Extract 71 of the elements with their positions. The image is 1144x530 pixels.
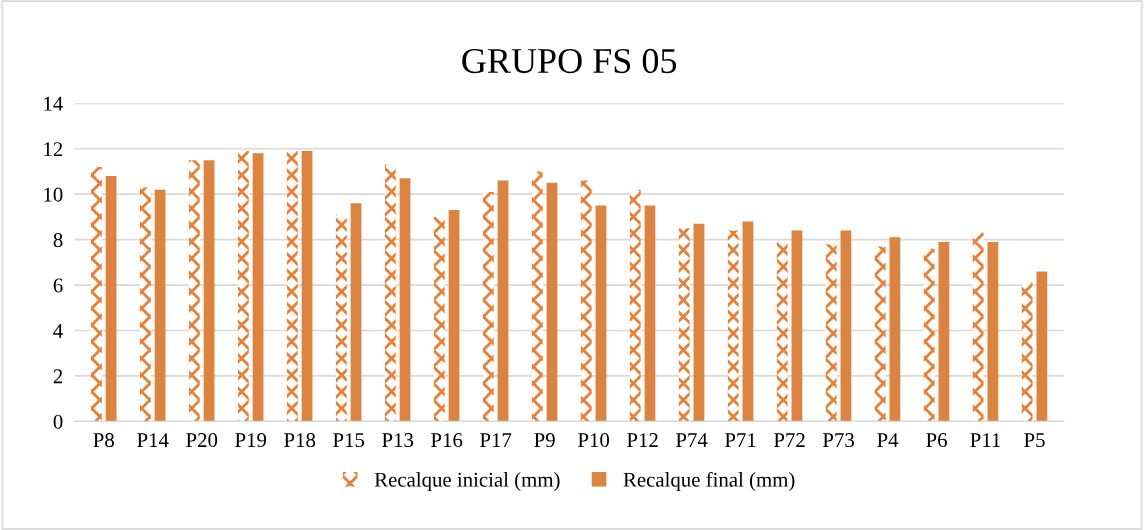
x-tick-label: P72 <box>773 433 805 447</box>
bar <box>923 248 935 422</box>
bar <box>482 191 494 422</box>
x-tick-label: P13 <box>382 433 414 448</box>
x-tick-label: P17 <box>480 433 512 447</box>
y-tick-label: 2 <box>53 369 63 384</box>
bar <box>252 153 264 422</box>
y-tick-label: 4 <box>53 324 63 338</box>
bar <box>335 214 347 422</box>
bar <box>874 246 886 422</box>
bar <box>742 221 754 422</box>
bar <box>203 160 215 422</box>
x-tick-label: P71 <box>724 433 756 447</box>
bar <box>776 241 788 422</box>
bar <box>350 203 362 422</box>
bar <box>825 244 837 422</box>
bar <box>595 205 607 422</box>
x-tick-label: P19 <box>235 433 267 448</box>
bar <box>433 216 445 422</box>
x-tick-label: P18 <box>284 433 316 448</box>
x-tick-label: P5 <box>1024 433 1045 448</box>
bar <box>384 164 396 422</box>
x-tick-label: P6 <box>926 433 947 448</box>
x-tick-label: P15 <box>333 433 365 448</box>
x-tick-label: P10 <box>578 433 610 448</box>
bar <box>497 180 509 422</box>
bar <box>644 205 656 422</box>
bar <box>140 187 151 422</box>
legend-label: Recalque final (mm) <box>623 471 795 491</box>
y-tick-label: 8 <box>53 233 63 248</box>
bar <box>154 189 166 422</box>
bar <box>237 151 249 422</box>
bar <box>629 189 641 422</box>
bar <box>972 232 984 422</box>
x-tick-label: P4 <box>877 433 899 447</box>
bar <box>678 228 690 422</box>
bar <box>840 230 852 422</box>
bar <box>301 151 313 422</box>
bar <box>693 223 705 422</box>
bar <box>889 237 901 422</box>
x-tick-label: P20 <box>186 433 218 448</box>
legend-label: Recalque inicial (mm) <box>374 472 560 491</box>
x-tick-label: P16 <box>431 433 463 448</box>
bar <box>399 178 411 422</box>
y-tick-label: 14 <box>44 96 63 111</box>
bar <box>286 151 298 422</box>
bar <box>580 180 592 422</box>
x-tick-label: P12 <box>627 433 658 447</box>
x-tick-label: P14 <box>137 433 169 447</box>
bar <box>91 166 102 422</box>
bar <box>1036 271 1048 422</box>
y-tick-label: 12 <box>44 142 63 157</box>
x-tick-label: P11 <box>970 433 1001 447</box>
bar <box>531 171 543 422</box>
x-tick-label: P74 <box>676 433 708 447</box>
bar <box>105 176 117 422</box>
bar <box>791 230 803 422</box>
bar <box>727 230 739 422</box>
y-tick-label: 0 <box>53 414 63 429</box>
chart-title: GRUPO FS 05 <box>462 48 677 74</box>
y-tick-label: 10 <box>44 187 63 202</box>
bar <box>987 241 999 422</box>
bar <box>938 241 950 422</box>
bar <box>188 160 200 422</box>
bar <box>1021 282 1033 422</box>
x-tick-label: P8 <box>93 433 114 448</box>
x-tick-label: P9 <box>534 433 555 448</box>
bar <box>448 210 460 422</box>
y-tick-label: 6 <box>53 278 63 293</box>
x-tick-label: P73 <box>822 433 854 448</box>
bar <box>546 182 558 422</box>
